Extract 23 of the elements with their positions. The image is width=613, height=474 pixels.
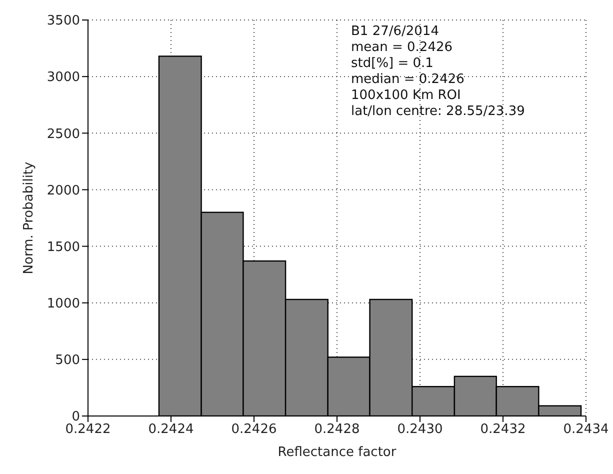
- annotation: mean = 0.2426: [351, 40, 454, 56]
- x-tick-label: 0.2434: [563, 422, 609, 438]
- x-tick-label: 0.2428: [314, 422, 360, 438]
- x-tick-label: 0.2432: [480, 422, 526, 438]
- y-tick-label: 1500: [46, 240, 80, 255]
- y-tick-label: 3500: [46, 14, 80, 29]
- x-axis-title: Reflectance factor: [278, 445, 397, 460]
- x-tick-label: 0.2422: [65, 422, 111, 438]
- y-tick-label: 2000: [46, 183, 80, 198]
- annotation: 100x100 Km ROI: [351, 88, 462, 104]
- annotation: median = 0.2426: [351, 72, 466, 88]
- y-tick-label: 1000: [46, 296, 80, 312]
- annotation: std[%] = 0.1: [351, 56, 434, 72]
- y-tick-label: 2500: [46, 126, 80, 142]
- x-tick-label: 0.2426: [231, 422, 277, 438]
- annotation: B1 27/6/2014: [351, 24, 440, 40]
- y-tick-label: 3000: [46, 70, 80, 86]
- y-tick-label: 500: [55, 353, 80, 368]
- x-tick-label: 0.2424: [148, 422, 194, 438]
- x-tick-label: 0.2430: [397, 422, 443, 438]
- annotation: lat/lon centre: 28.55/23.39: [351, 104, 525, 120]
- y-tick-label: 0: [72, 410, 80, 425]
- y-axis-title: Norm. Probability: [22, 161, 37, 274]
